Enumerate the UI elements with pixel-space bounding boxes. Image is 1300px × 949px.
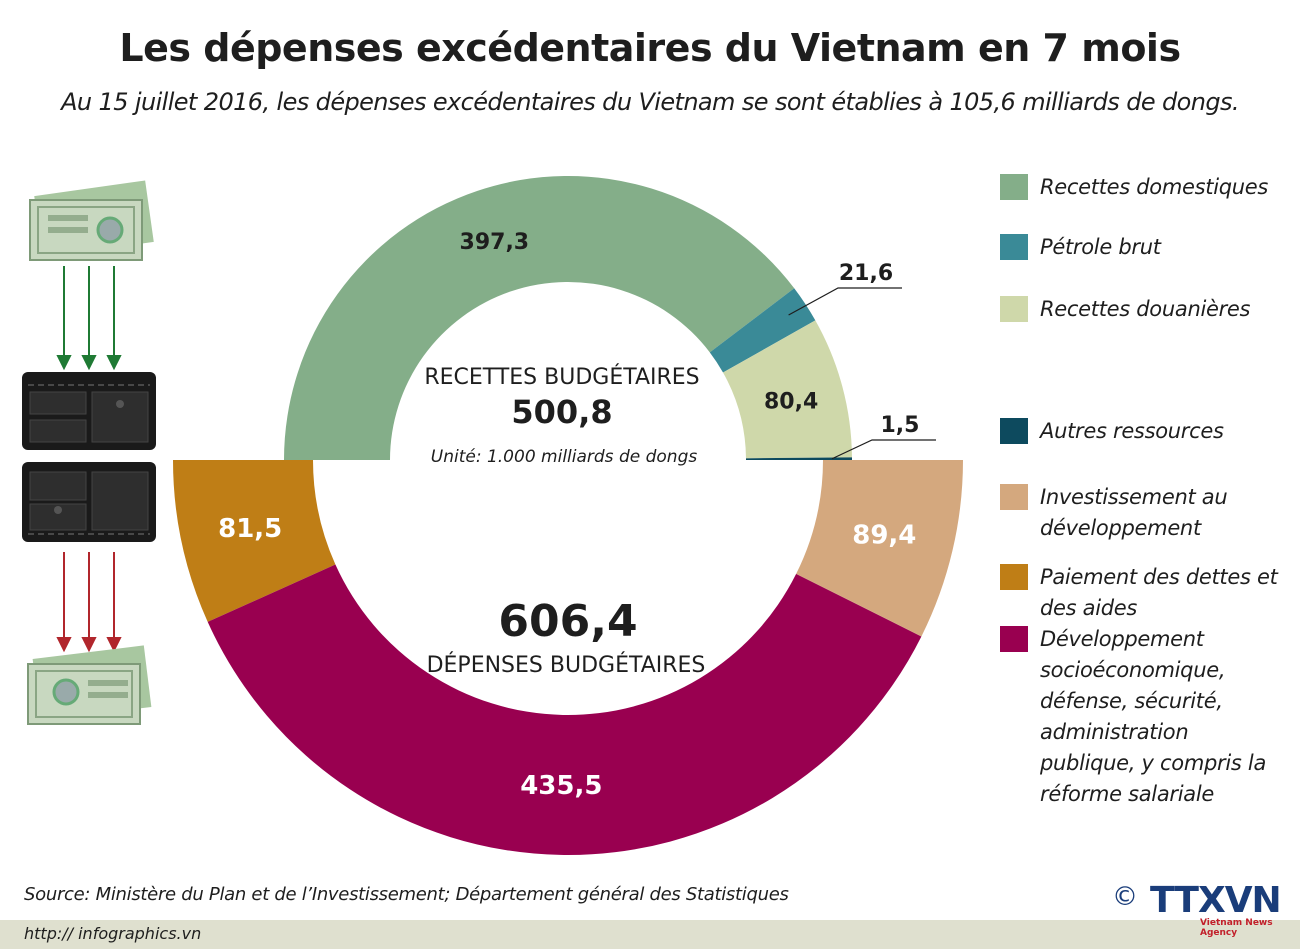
revenue-value-petrole-brut: 21,6: [839, 261, 893, 286]
legend-swatch: [1000, 174, 1028, 200]
expense-total: 606,4: [498, 596, 637, 647]
legend-swatch: [1000, 484, 1028, 510]
leader-line-autres-ressources: [831, 439, 936, 460]
revenue-value-recettes-domestiques: 397,3: [460, 230, 530, 255]
legend-item-developpement-socioeconomique-defense-se: Développement socioéconomique, défense, …: [1000, 624, 1288, 810]
revenue-value-recettes-douanieres: 80,4: [764, 389, 818, 414]
legend-item-investissement-au-developpement: Investissement au développement: [1000, 482, 1288, 544]
page-title: Les dépenses excédentaires du Vietnam en…: [119, 26, 1181, 70]
legend-swatch: [1000, 564, 1028, 590]
banknote-bottom-icon: [27, 645, 152, 725]
legend-swatch: [1000, 234, 1028, 260]
legend-swatch: [1000, 296, 1028, 322]
legend-swatch: [1000, 418, 1028, 444]
legend-item-autres-ressources: Autres ressources: [1000, 416, 1288, 447]
footer-url[interactable]: http:// infographics.vn: [24, 924, 202, 943]
legend-item-petrole-brut: Pétrole brut: [1000, 232, 1288, 263]
legend-item-recettes-domestiques: Recettes domestiques: [1000, 172, 1288, 203]
copyright-icon: ©: [1112, 882, 1138, 912]
revenue-total: 500,8: [511, 393, 612, 431]
revenue-title: RECETTES BUDGÉTAIRES: [424, 364, 699, 390]
legend-label: Paiement des dettes et des aides: [1040, 565, 1278, 620]
red-arrows-icon: [56, 552, 122, 653]
expense-value-developpement-socioeconomique-defense-se: 435,5: [520, 771, 602, 801]
ttxvn-logo-subtitle: Vietnam News Agency: [1200, 918, 1273, 938]
revenue-slice-autres-ressources: [745, 457, 852, 460]
expense-slice-investissement-au-developpement: [796, 460, 963, 637]
page-subtitle: Au 15 juillet 2016, les dépenses excéden…: [61, 88, 1239, 116]
expense-value-paiement-des-dettes-et-des-aides: 81,5: [218, 514, 282, 544]
leader-line-petrole-brut: [788, 287, 902, 316]
expense-slice-paiement-des-dettes-et-des-aides: [173, 460, 336, 622]
expense-value-investissement-au-developpement: 89,4: [852, 521, 916, 551]
legend-item-recettes-douanieres: Recettes douanières: [1000, 294, 1288, 325]
legend-label: Développement socioéconomique, défense, …: [1040, 627, 1267, 806]
legend-item-paiement-des-dettes-et-des-aides: Paiement des dettes et des aides: [1000, 562, 1288, 624]
legend-label: Recettes douanières: [1040, 297, 1251, 321]
footer-bar: [0, 920, 1300, 949]
expense-title: DÉPENSES BUDGÉTAIRES: [427, 652, 706, 678]
source-note: Source: Ministère du Plan et de l’Invest…: [24, 884, 789, 905]
legend-label: Recettes domestiques: [1040, 175, 1269, 199]
wallet-bottom-icon: [22, 462, 156, 542]
money-flow-illustration: [22, 180, 156, 725]
revenue-value-autres-ressources: 1,5: [881, 413, 920, 438]
expense-slice-developpement-socioeconomique-defense-se: [207, 564, 922, 856]
banknote-top-icon: [29, 180, 154, 261]
legend-label: Investissement au développement: [1040, 485, 1228, 540]
wallet-top-icon: [22, 372, 156, 450]
revenue-slice-recettes-domestiques: [284, 176, 795, 460]
green-arrows-icon: [56, 266, 122, 371]
ttxvn-logo: TTXVN: [1150, 880, 1282, 921]
revenue-slice-petrole-brut: [709, 288, 816, 373]
revenue-slice-recettes-douanieres: [723, 320, 852, 459]
unit-note: Unité: 1.000 milliards de dongs: [431, 447, 698, 467]
legend-label: Autres ressources: [1040, 419, 1224, 443]
legend-label: Pétrole brut: [1040, 235, 1161, 259]
legend-swatch: [1000, 626, 1028, 652]
